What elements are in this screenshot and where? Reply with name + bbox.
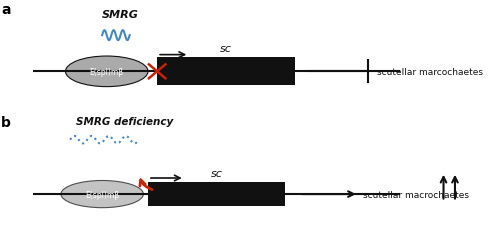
- Text: SMRG deficiency: SMRG deficiency: [76, 117, 174, 127]
- Text: E(spl)mβ: E(spl)mβ: [90, 68, 124, 76]
- Ellipse shape: [66, 57, 148, 87]
- FancyBboxPatch shape: [157, 58, 294, 86]
- Text: sc: sc: [220, 44, 232, 54]
- Text: sc: sc: [211, 168, 222, 178]
- Ellipse shape: [61, 181, 144, 208]
- Text: b: b: [2, 115, 11, 129]
- Text: E(spl)mβ: E(spl)mβ: [85, 190, 119, 199]
- Text: scutellar macrochaetes: scutellar macrochaetes: [364, 190, 470, 199]
- Text: scutellar marcochaetes: scutellar marcochaetes: [377, 68, 483, 76]
- FancyBboxPatch shape: [148, 182, 286, 207]
- Text: SMRG: SMRG: [102, 10, 139, 20]
- Text: a: a: [2, 3, 11, 17]
